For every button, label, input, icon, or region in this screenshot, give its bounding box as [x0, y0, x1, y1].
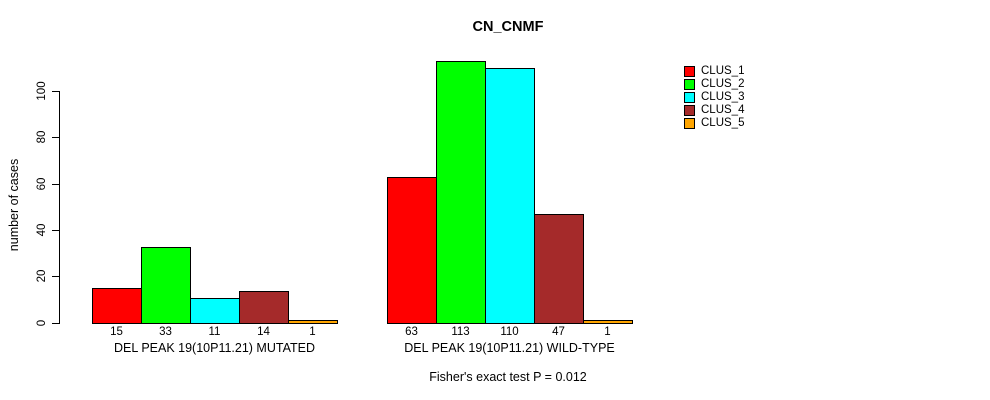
legend-swatch-clus_3	[684, 92, 695, 103]
y-axis-tick-label: 40	[36, 223, 48, 237]
legend-swatch-clus_5	[684, 118, 695, 129]
bar-clus_3	[190, 298, 240, 324]
y-axis-tick	[52, 230, 59, 231]
x-axis-group-label: DEL PEAK 19(10P11.21) WILD-TYPE	[404, 341, 615, 355]
legend-label: CLUS_4	[701, 104, 745, 116]
bar-value-label: 33	[159, 326, 172, 338]
bar-value-label: 1	[604, 326, 611, 338]
legend-swatch-clus_2	[684, 79, 695, 90]
chart-title: CN_CNMF	[472, 19, 544, 35]
bar-clus_1	[387, 177, 437, 324]
bar-clus_2	[141, 247, 191, 324]
legend-label: CLUS_2	[701, 78, 745, 90]
y-axis-line	[59, 91, 60, 324]
legend-label: CLUS_3	[701, 91, 745, 103]
bar-value-label: 110	[500, 326, 519, 338]
bar-value-label: 11	[208, 326, 221, 338]
bar-value-label: 1	[309, 326, 316, 338]
y-axis-tick	[52, 184, 59, 185]
y-axis-tick	[52, 276, 59, 277]
y-axis-tick	[52, 137, 59, 138]
y-axis-title: number of cases	[7, 158, 21, 252]
legend-swatch-clus_4	[684, 105, 695, 116]
fisher-test-annotation: Fisher's exact test P = 0.012	[429, 370, 587, 384]
bar-value-label: 15	[110, 326, 123, 338]
legend-label: CLUS_5	[701, 117, 745, 129]
legend-swatch-clus_1	[684, 66, 695, 77]
x-axis-group-label: DEL PEAK 19(10P11.21) MUTATED	[113, 341, 316, 355]
legend-label: CLUS_1	[701, 65, 745, 77]
bar-clus_5	[288, 320, 338, 324]
y-axis-tick	[52, 323, 59, 324]
bar-value-label: 47	[552, 326, 565, 338]
y-axis-tick	[52, 91, 59, 92]
y-axis-tick-label: 20	[36, 269, 48, 283]
bar-value-label: 113	[451, 326, 470, 338]
bar-clus_1	[92, 288, 142, 324]
bar-clus_4	[239, 291, 289, 324]
y-axis-tick-label: 80	[36, 130, 48, 144]
y-axis-tick-label: 60	[36, 177, 48, 191]
bar-value-label: 14	[257, 326, 270, 338]
bar-clus_3	[485, 68, 535, 324]
y-axis-tick-label: 100	[36, 81, 48, 101]
bar-clus_4	[534, 214, 584, 324]
y-axis-tick-label: 0	[36, 319, 48, 327]
bar-clus_5	[583, 320, 633, 324]
bar-value-label: 63	[405, 326, 418, 338]
bar-clus_2	[436, 61, 486, 324]
